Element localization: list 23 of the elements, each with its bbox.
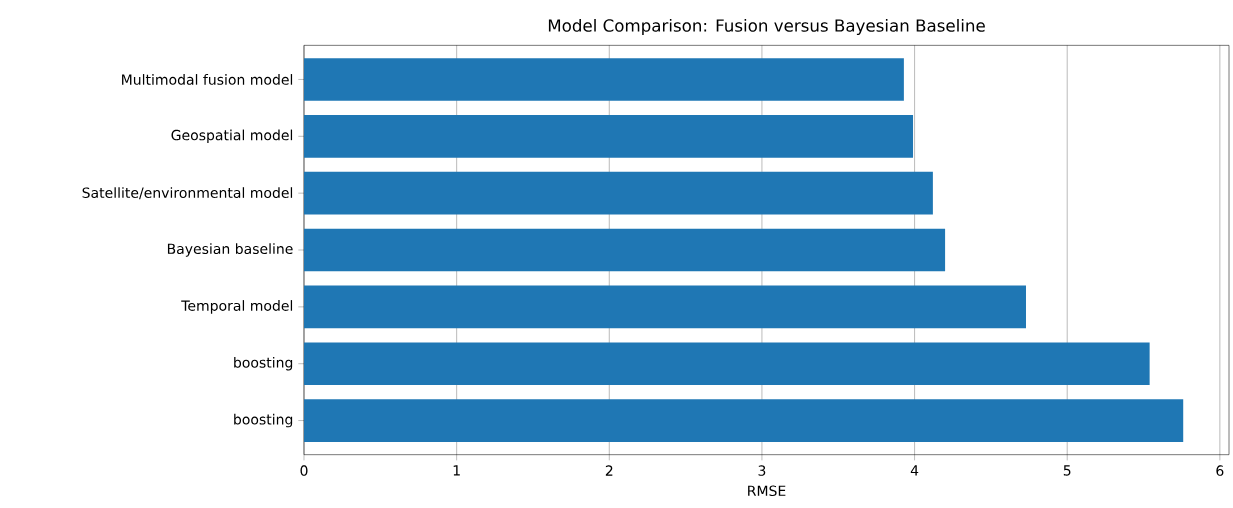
y-tick-label: Bayesian baseline <box>167 243 293 257</box>
x-tick-label: 5 <box>1063 465 1071 476</box>
y-tick-label: Multimodal fusion model <box>122 74 293 85</box>
bar <box>304 342 1150 386</box>
x-tick-label: 3 <box>758 465 766 476</box>
bar <box>304 285 1026 329</box>
y-tick-label: boosting <box>234 356 293 371</box>
y-tick-label: Temporal model <box>181 300 293 314</box>
y-tick-label: Geospatial model <box>171 129 293 144</box>
x-axis-title: RMSE <box>748 485 786 497</box>
y-tick-label: boosting <box>234 413 293 428</box>
x-tick-label: 1 <box>453 465 460 476</box>
chart-title: Model Comparison: Fusion versus Bayesian Baseline <box>548 18 985 36</box>
x-tick-label: 6 <box>1216 465 1224 476</box>
bar <box>304 114 914 158</box>
y-tick-label: Satellite/environmental model <box>82 187 293 200</box>
bar <box>304 228 946 272</box>
bar <box>304 58 904 101</box>
bar <box>304 399 1184 442</box>
x-tick-label: 0 <box>300 465 308 476</box>
bar <box>304 171 933 215</box>
x-tick-label: 2 <box>605 465 613 476</box>
x-tick-label: 4 <box>910 465 919 476</box>
